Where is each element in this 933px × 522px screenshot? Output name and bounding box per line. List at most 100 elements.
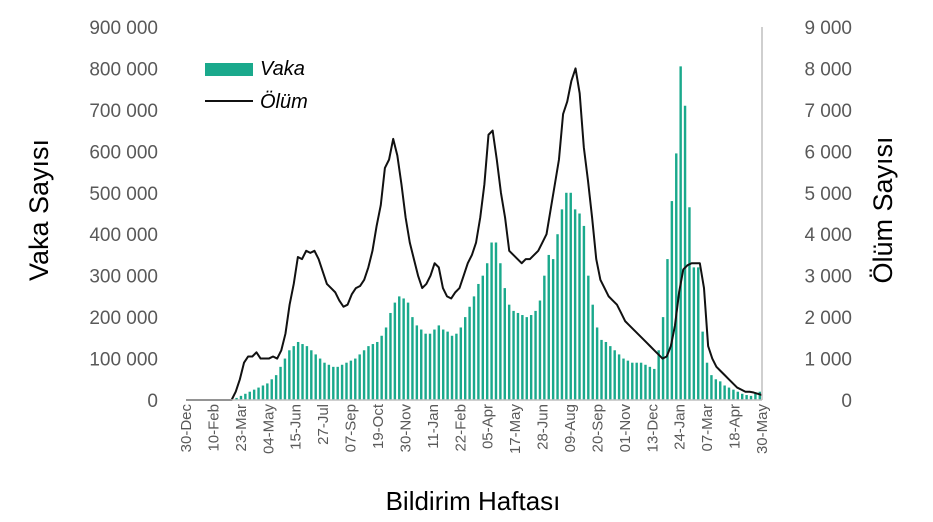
x-tick-label: 23-Mar [233, 404, 250, 452]
case-bar [248, 391, 251, 400]
case-bar [468, 306, 471, 400]
case-bar [697, 267, 700, 400]
x-tick-labels: 30-Dec 10-Feb 23-Mar 04-May 15-Jun 27-Jul 07-S… [178, 403, 771, 454]
left-y-tick-labels: 0 100 000 200 000 300 000 400 000 500 000 600 … [89, 18, 158, 412]
case-bar [666, 259, 669, 400]
left-y-tick-label: 500 000 [89, 184, 158, 205]
x-tick-label: 11-Jan [425, 404, 442, 449]
case-bar [384, 327, 388, 400]
x-tick-label: 20-Sep [589, 404, 606, 452]
case-bar [345, 362, 348, 400]
case-bar [644, 364, 647, 400]
case-bar [415, 325, 419, 400]
case-bar [675, 153, 678, 400]
case-bar [442, 329, 445, 400]
case-bar [371, 344, 375, 400]
case-bar [683, 105, 687, 401]
case-bar [587, 275, 590, 400]
case-bar [270, 379, 273, 400]
x-tick-label: 05-Apr [480, 404, 497, 449]
case-bar [547, 254, 550, 400]
case-bar [477, 283, 480, 400]
case-bar [653, 368, 656, 400]
case-bar [538, 300, 542, 400]
left-y-tick-label: 300 000 [89, 267, 158, 288]
case-bar [327, 364, 331, 400]
x-tick-label: 28-Jun [535, 404, 552, 450]
case-bar [310, 350, 313, 400]
case-bar [529, 315, 533, 400]
x-tick-label: 09-Aug [562, 404, 579, 452]
case-bar [481, 275, 484, 400]
case-bar [358, 354, 361, 400]
legend-label-olum: Ölüm [260, 91, 308, 113]
case-bar [235, 397, 238, 400]
case-bar [679, 66, 682, 401]
x-tick-label: 07-Sep [343, 404, 360, 452]
case-bar [741, 393, 744, 400]
case-bar [525, 317, 528, 400]
right-y-tick-label: 1 000 [804, 350, 852, 371]
case-bar [499, 263, 502, 400]
legend: Vaka Ölüm [205, 58, 308, 113]
case-bar [318, 358, 322, 400]
case-bar [393, 302, 397, 400]
case-bar [521, 315, 524, 400]
right-y-tick-label: 9 000 [804, 18, 852, 39]
case-bar [732, 389, 735, 400]
case-bar [688, 207, 691, 400]
right-y-tick-labels: 0 1 000 2 000 3 000 4 000 5 000 6 000 7 000 8 00… [804, 18, 852, 412]
x-axis-label: Bildirim Haftası [386, 486, 561, 516]
x-tick-label: 27-Jul [315, 404, 332, 445]
case-bar [556, 234, 559, 400]
case-bar [428, 333, 432, 400]
case-bar [714, 379, 718, 400]
case-bar [569, 192, 572, 400]
case-bar [534, 310, 537, 400]
case-bar [503, 288, 506, 400]
right-y-tick-label: 4 000 [804, 225, 852, 246]
case-bar [736, 391, 740, 400]
case-bar [296, 341, 300, 400]
right-y-axis-label: Ölüm Sayısı [868, 136, 898, 283]
case-bar [626, 360, 630, 400]
case-bar [323, 362, 326, 400]
left-y-tick-label: 600 000 [89, 142, 158, 163]
case-bar [551, 259, 555, 400]
right-y-tick-label: 3 000 [804, 267, 852, 288]
case-bar [573, 209, 577, 400]
case-bar [600, 339, 603, 400]
x-tick-label: 10-Feb [205, 404, 222, 452]
case-bar [494, 242, 498, 400]
case-bar [340, 364, 344, 400]
x-tick-label: 01-Nov [617, 404, 634, 453]
case-bar [617, 354, 621, 400]
case-bar [701, 331, 704, 400]
case-bar [292, 346, 295, 400]
left-y-tick-label: 800 000 [89, 59, 158, 80]
case-bar [464, 317, 467, 400]
case-bar [314, 354, 317, 400]
case-bar [261, 385, 265, 400]
case-bar [604, 341, 608, 400]
x-tick-label: 07-Mar [699, 404, 716, 452]
legend-swatch-vaka [205, 63, 253, 76]
left-y-axis-label: Vaka Sayısı [24, 139, 54, 281]
case-bar [239, 395, 243, 400]
case-bar [288, 350, 291, 400]
case-bar [257, 387, 260, 400]
case-bar [648, 366, 652, 400]
x-tick-label: 30-Nov [397, 404, 414, 453]
case-bar [332, 366, 335, 400]
case-bar [424, 333, 427, 400]
case-bar [710, 375, 713, 400]
left-y-tick-label: 400 000 [89, 225, 158, 246]
case-bar [485, 263, 489, 400]
left-y-tick-label: 900 000 [89, 18, 158, 39]
case-bar [450, 335, 454, 400]
left-y-tick-label: 0 [147, 391, 158, 412]
case-bar [512, 310, 515, 400]
case-bar [657, 350, 660, 400]
x-tick-label: 18-Apr [727, 404, 744, 449]
